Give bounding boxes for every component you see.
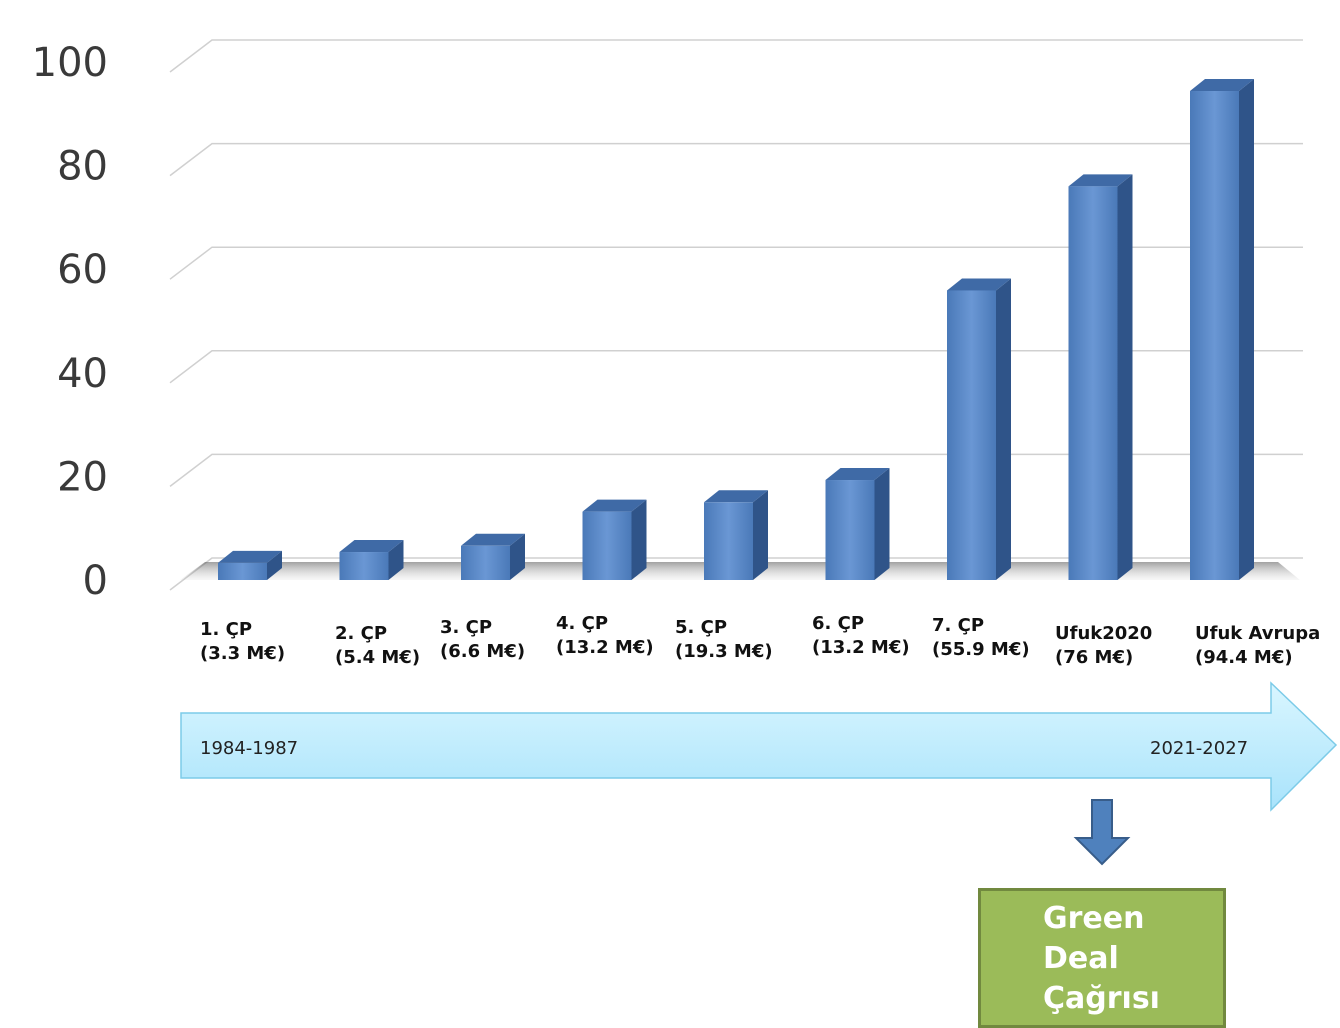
bar-side — [267, 550, 282, 580]
bar-top — [339, 540, 404, 553]
bar-front — [947, 290, 996, 580]
bar-side — [510, 533, 525, 580]
category-name: 6. ÇP — [812, 613, 865, 634]
x-category-label: 6. ÇP (13.2 M€) — [812, 612, 910, 660]
bar-side — [388, 540, 404, 580]
category-budget: (3.3 M€) — [200, 643, 286, 664]
gridline — [169, 246, 1303, 280]
bar-top — [704, 490, 768, 503]
category-budget: (55.9 M€) — [932, 639, 1030, 660]
category-name: 1. ÇP — [200, 619, 253, 640]
bar — [1190, 79, 1254, 581]
bar-front — [461, 545, 510, 580]
x-category-label: Ufuk Avrupa (94.4 M€) — [1195, 622, 1320, 670]
gridlines — [169, 39, 1303, 591]
bar-top — [218, 550, 282, 563]
category-name: Ufuk2020 — [1055, 623, 1153, 644]
category-name: Ufuk Avrupa — [1195, 623, 1321, 644]
bar-top — [1190, 79, 1254, 92]
category-budget: (19.3 M€) — [675, 641, 773, 662]
bar-side — [631, 499, 647, 580]
x-category-label: Ufuk2020 (76 M€) — [1055, 622, 1152, 670]
bar — [704, 490, 768, 580]
bar-front — [825, 480, 875, 580]
bar-front — [1190, 91, 1239, 581]
y-tick-label: 20 — [57, 454, 108, 500]
bar — [461, 533, 525, 580]
timeline-start-label: 1984-1987 — [200, 738, 299, 759]
category-name: 3. ÇP — [440, 617, 493, 638]
bar — [1068, 174, 1133, 580]
bar-front — [582, 511, 632, 580]
x-category-label: 3. ÇP (6.6 M€) — [440, 616, 525, 664]
gridline — [169, 350, 1303, 384]
bar — [582, 499, 647, 580]
x-category-label: 1. ÇP (3.3 M€) — [200, 618, 285, 666]
green-deal-callout: Green Deal Çağrısı — [978, 888, 1226, 1028]
bar — [947, 278, 1011, 580]
y-tick-label: 60 — [57, 247, 108, 293]
y-tick-label: 100 — [32, 40, 108, 86]
bar-side — [996, 278, 1011, 580]
timeline-arrow — [180, 681, 1338, 812]
category-name: 7. ÇP — [932, 615, 985, 636]
x-category-label: 4. ÇP (13.2 M€) — [556, 612, 654, 660]
category-budget: (13.2 M€) — [556, 637, 654, 658]
bar-side — [1117, 174, 1133, 580]
bar-front — [339, 552, 389, 580]
bar-front — [1068, 186, 1118, 580]
category-budget: (6.6 M€) — [440, 641, 526, 662]
x-category-label: 2. ÇP (5.4 M€) — [335, 622, 420, 670]
category-budget: (76 M€) — [1055, 647, 1134, 668]
category-name: 2. ÇP — [335, 623, 388, 644]
bar-side — [1239, 79, 1254, 581]
bar-side — [753, 490, 768, 580]
y-tick-label: 80 — [57, 144, 108, 190]
category-budget: (94.4 M€) — [1195, 647, 1293, 668]
bar-top — [1068, 174, 1133, 187]
y-tick-label: 0 — [83, 558, 108, 604]
bar-front — [218, 562, 267, 580]
bar — [825, 468, 890, 580]
timeline-end-label: 2021-2027 — [1150, 738, 1249, 759]
category-name: 4. ÇP — [556, 613, 609, 634]
green-deal-text: Green Deal Çağrısı — [1043, 901, 1160, 1016]
bar-top — [582, 499, 647, 512]
gridline — [169, 453, 1303, 487]
y-axis-ticks: 0 20 40 60 80 100 — [32, 40, 108, 604]
bars — [218, 79, 1254, 581]
gridline — [169, 142, 1303, 177]
y-tick-label: 40 — [57, 351, 108, 397]
x-category-label: 5. ÇP (19.3 M€) — [675, 616, 773, 664]
category-budget: (5.4 M€) — [335, 647, 421, 668]
bar-top — [461, 533, 525, 546]
down-arrow-icon — [1073, 799, 1131, 866]
x-category-label: 7. ÇP (55.9 M€) — [932, 614, 1030, 662]
bar-front — [704, 502, 753, 580]
category-budget: (13.2 M€) — [812, 637, 910, 658]
bar-top — [947, 278, 1011, 291]
bar-top — [825, 468, 890, 481]
bar — [339, 540, 404, 580]
category-name: 5. ÇP — [675, 617, 728, 638]
gridline — [169, 39, 1303, 73]
bar — [218, 550, 282, 580]
bar-side — [874, 468, 890, 580]
